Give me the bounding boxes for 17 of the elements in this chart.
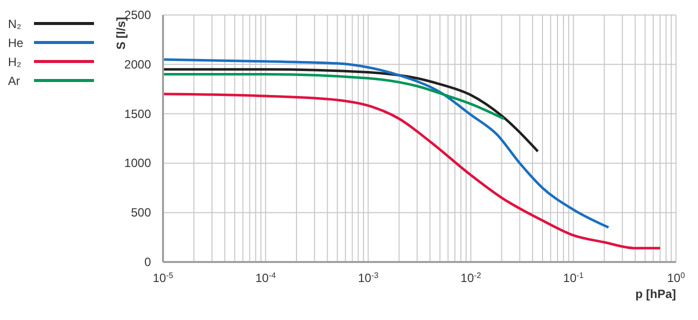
y-axis-title: S [l/s] bbox=[114, 16, 128, 50]
x-axis-title: p [hPa] bbox=[635, 287, 676, 301]
x-tick-label: 10$^{-5}$ bbox=[152, 270, 174, 285]
legend-label: N₂ bbox=[8, 16, 22, 30]
x-tick-label: 10$^{-4}$ bbox=[255, 270, 276, 285]
legend-label: Ar bbox=[8, 74, 21, 88]
x-tick-label: 10$^{-1}$ bbox=[563, 270, 584, 285]
legend-label: H₂ bbox=[8, 54, 22, 68]
y-tick-label: 2000 bbox=[124, 57, 152, 72]
y-tick-label: 500 bbox=[130, 206, 152, 220]
x-tick-label: 10$^{0}$ bbox=[667, 270, 686, 285]
x-tick-label: 10$^{-2}$ bbox=[460, 270, 482, 285]
x-tick-label: 10$^{-3}$ bbox=[358, 270, 379, 285]
legend-label: He bbox=[8, 36, 24, 50]
y-tick-label: 1500 bbox=[124, 106, 152, 121]
y-tick-label: 0 bbox=[144, 255, 152, 269]
y-tick-label: 1000 bbox=[124, 156, 152, 170]
